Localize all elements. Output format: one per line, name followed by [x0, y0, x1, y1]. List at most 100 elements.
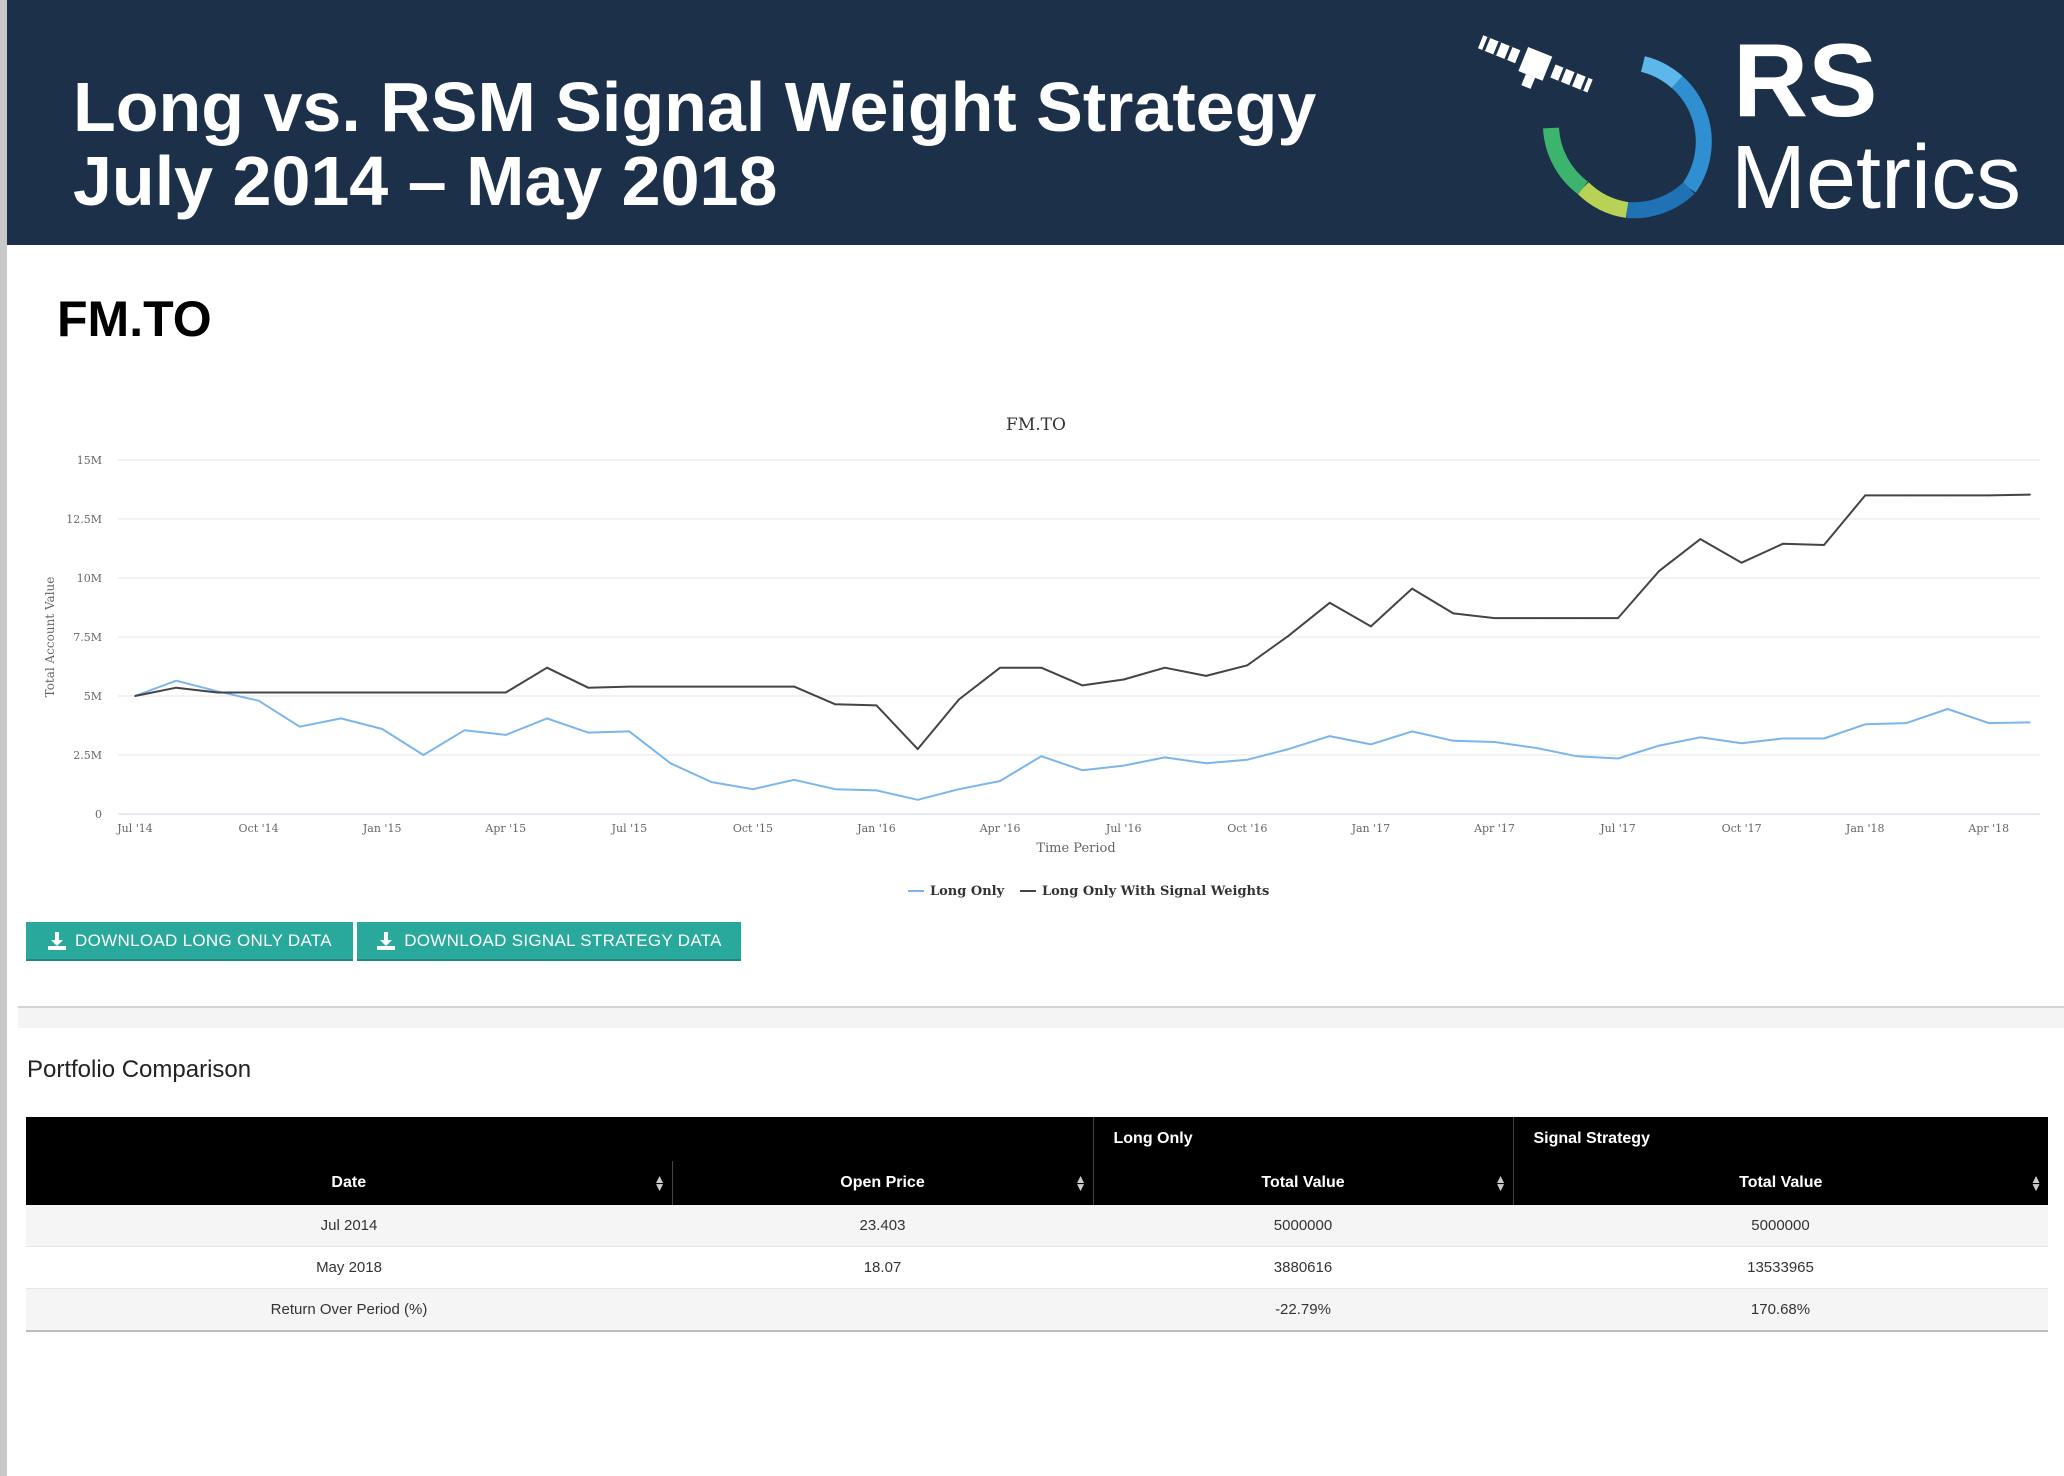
data-point: [1370, 743, 1372, 746]
data-point: [1740, 742, 1743, 744]
data-point: [710, 685, 713, 688]
column-header-long-total-label: Total Value: [1261, 1174, 1345, 1191]
data-point: [1205, 762, 1207, 765]
group-header-long-only: Long Only: [1092, 1117, 1513, 1161]
data-point: [752, 788, 754, 791]
cell-date: Jul 2014: [26, 1205, 672, 1247]
data-point: [1617, 757, 1619, 760]
data-point: [463, 691, 466, 694]
sort-icon[interactable]: ▲ ▼: [2030, 1172, 2042, 1194]
title-line-2: July 2014 – May 2018: [73, 142, 778, 220]
column-header-long-only-total-value[interactable]: Total Value ▲ ▼: [1092, 1161, 1513, 1205]
x-tick-label: Jul '17: [1599, 822, 1636, 835]
column-header-open-price-label: Open Price: [840, 1174, 925, 1191]
data-point: [175, 686, 177, 689]
x-tick-label: Jan '17: [1351, 822, 1391, 835]
x-tick-label: Oct '15: [733, 822, 773, 835]
data-point: [463, 729, 466, 732]
sort-icon[interactable]: ▲ ▼: [1494, 1172, 1507, 1194]
data-point: [1040, 666, 1043, 669]
table-row: Jul 2014 23.403 5000000 5000000: [26, 1205, 2048, 1247]
x-tick-label: Jan '15: [362, 822, 402, 835]
data-point: [1617, 617, 1619, 619]
x-tick-label: Jul '15: [611, 822, 648, 835]
data-point: [710, 781, 713, 783]
data-point: [1287, 635, 1290, 637]
data-point: [669, 685, 672, 688]
cell-open-price: 23.403: [672, 1205, 1093, 1247]
satellite-icon: [1478, 35, 1593, 93]
x-tick-label: Apr '18: [1967, 822, 2009, 835]
data-point: [958, 698, 960, 701]
data-point: [1164, 756, 1166, 759]
data-point: [1452, 612, 1455, 615]
data-point: [1205, 675, 1207, 677]
data-point: [422, 691, 425, 694]
data-point: [134, 695, 136, 697]
data-point: [793, 685, 795, 688]
x-tick-label: Jan '18: [1845, 822, 1885, 835]
data-point: [381, 728, 383, 730]
chart-container: FM.TO 0 2.5M 5M 7.5M 10M 12.5M 15M Jul '14 Oct '1…: [30, 400, 2060, 920]
data-point: [1411, 730, 1413, 733]
data-point: [1699, 736, 1702, 739]
y-tick-label: 5M: [84, 690, 102, 703]
data-point: [257, 691, 260, 694]
data-point: [1658, 744, 1661, 747]
legend-item: Long Only: [930, 884, 1005, 899]
column-header-open-price[interactable]: Open Price ▲ ▼: [671, 1161, 1093, 1205]
y-tick-label: 12.5M: [66, 513, 102, 526]
y-tick-label: 15M: [77, 454, 102, 467]
data-point: [1246, 758, 1249, 761]
cell-signal-total: 170.68%: [1513, 1288, 2048, 1332]
data-point: [1823, 544, 1825, 546]
download-signal-strategy-button[interactable]: DOWNLOAD SIGNAL STRATEGY DATA: [357, 922, 741, 961]
data-point: [875, 704, 878, 707]
y-tick-label: 7.5M: [73, 631, 102, 644]
column-header-signal-total-label: Total Value: [1739, 1174, 1823, 1191]
data-point: [1988, 722, 1990, 724]
chart-title: FM.TO: [1006, 415, 1066, 435]
data-point: [587, 731, 589, 734]
column-header-date[interactable]: Date ▲ ▼: [26, 1161, 672, 1205]
table-row: May 2018 18.07 3880616 13533965: [26, 1246, 2048, 1289]
data-point: [1328, 735, 1331, 737]
logo-text-rs: RS: [1733, 23, 1877, 139]
rs-metrics-logo: RS Metrics: [1478, 23, 2021, 228]
ring-icon: [1543, 56, 1712, 219]
data-point: [2029, 493, 2031, 496]
group-header-empty: [672, 1117, 1093, 1161]
data-point: [1081, 684, 1084, 687]
x-tick-label: Oct '17: [1722, 822, 1762, 835]
sort-icon[interactable]: ▲ ▼: [1074, 1172, 1087, 1194]
download-long-only-button[interactable]: DOWNLOAD LONG ONLY DATA: [26, 922, 353, 961]
data-point: [1576, 617, 1578, 619]
cell-open-price: [672, 1288, 1093, 1332]
column-header-signal-total-value[interactable]: Total Value ▲ ▼: [1512, 1161, 2048, 1205]
y-tick-label: 10M: [77, 572, 102, 585]
cell-open-price: 18.07: [672, 1246, 1093, 1289]
data-point: [669, 762, 672, 765]
download-signal-strategy-label: DOWNLOAD SIGNAL STRATEGY DATA: [404, 930, 722, 950]
data-point: [916, 799, 919, 801]
x-tick-label: Jul '16: [1105, 822, 1142, 835]
group-header-signal-strategy: Signal Strategy: [1512, 1117, 2048, 1161]
sort-icon[interactable]: ▲ ▼: [653, 1172, 666, 1194]
data-point: [628, 685, 631, 688]
data-point: [1699, 538, 1702, 540]
data-point: [1658, 570, 1661, 572]
cell-long-total: 3880616: [1093, 1246, 1513, 1289]
download-long-only-label: DOWNLOAD LONG ONLY DATA: [75, 930, 332, 950]
ticker-heading: FM.TO: [57, 291, 212, 347]
data-point: [216, 691, 219, 694]
series-line-signal-weights: [134, 493, 2031, 751]
data-point: [1328, 601, 1331, 604]
data-point: [1988, 494, 1990, 497]
logo-text-metrics: Metrics: [1731, 128, 2021, 228]
data-point: [752, 685, 754, 688]
data-point: [1576, 755, 1578, 757]
data-point: [834, 788, 837, 791]
page-header: Long vs. RSM Signal Weight Strategy July…: [7, 0, 2064, 245]
y-tick-label: 0: [95, 808, 102, 821]
data-point: [1246, 664, 1249, 667]
